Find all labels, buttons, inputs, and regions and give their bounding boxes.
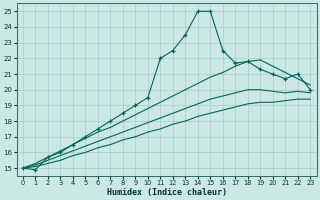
X-axis label: Humidex (Indice chaleur): Humidex (Indice chaleur) [107, 188, 227, 197]
